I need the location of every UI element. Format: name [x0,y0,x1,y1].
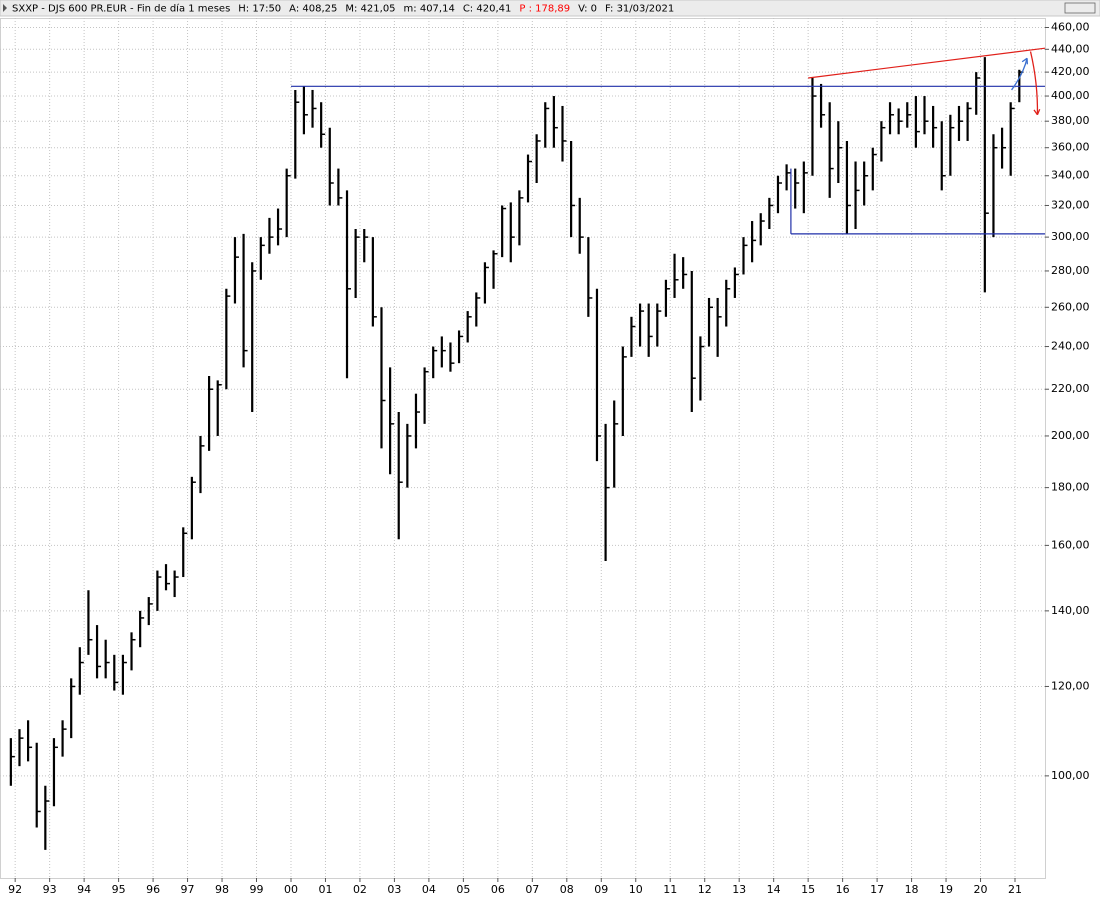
arrow-head [1033,108,1041,116]
x-tick-label: 96 [146,883,160,896]
y-tick-label: 380,00 [1051,114,1090,127]
y-tick-label: 180,00 [1051,481,1090,494]
arrow-head [1021,57,1028,65]
y-tick-label: 420,00 [1051,65,1090,78]
y-tick-label: 300,00 [1051,230,1090,243]
x-tick-label: 20 [974,883,988,896]
y-tick-label: 400,00 [1051,89,1090,102]
x-tick-label: 11 [663,883,677,896]
x-tick-label: 04 [422,883,436,896]
header-bar [0,0,1100,17]
x-tick-label: 07 [525,883,539,896]
y-tick-label: 240,00 [1051,340,1090,353]
x-tick-label: 92 [8,883,22,896]
header-item: H: 17:50 [238,4,281,15]
x-tick-label: 94 [77,883,91,896]
y-tick-label: 200,00 [1051,429,1090,442]
x-tick-label: 15 [801,883,815,896]
y-tick-label: 280,00 [1051,264,1090,277]
y-tick-label: 460,00 [1051,21,1090,34]
x-tick-label: 00 [284,883,298,896]
y-tick-label: 140,00 [1051,604,1090,617]
window-buttons[interactable] [1064,2,1096,14]
header-marker [3,4,7,12]
x-tick-label: 21 [1008,883,1022,896]
y-tick-label: 220,00 [1051,382,1090,395]
y-tick-label: 340,00 [1051,169,1090,182]
header-item: SXXP - DJS 600 PR.EUR - Fin de día 1 mes… [12,3,230,15]
x-tick-label: 99 [250,883,264,896]
x-tick-label: 05 [456,883,470,896]
header-item: M: 421,05 [345,4,395,15]
x-tick-label: 01 [318,883,332,896]
x-tick-label: 14 [767,883,781,896]
x-tick-label: 10 [629,883,643,896]
x-tick-label: 18 [905,883,919,896]
y-tick-label: 260,00 [1051,300,1090,313]
x-tick-label: 13 [732,883,746,896]
y-tick-label: 120,00 [1051,679,1090,692]
arrow [1029,51,1039,115]
x-tick-label: 08 [560,883,574,896]
y-tick-label: 360,00 [1051,141,1090,154]
header-item: F: 31/03/2021 [605,4,674,15]
x-tick-label: 97 [181,883,195,896]
x-tick-label: 95 [112,883,126,896]
x-tick-label: 16 [836,883,850,896]
header-item: m: 407,14 [404,4,455,15]
x-tick-label: 98 [215,883,229,896]
arrow [1011,58,1028,91]
x-tick-label: 09 [594,883,608,896]
x-tick-label: 93 [43,883,57,896]
header: SXXP - DJS 600 PR.EUR - Fin de día 1 mes… [3,3,674,15]
y-tick-label: 320,00 [1051,198,1090,211]
header-item: A: 408,25 [289,4,337,15]
x-tick-label: 03 [387,883,401,896]
header-item: C: 420,41 [463,4,512,15]
header-item: V: 0 [578,4,597,15]
plot-frame [0,18,1046,879]
x-tick-label: 19 [939,883,953,896]
x-tick-label: 17 [870,883,884,896]
y-tick-label: 440,00 [1051,42,1090,55]
x-tick-label: 06 [491,883,505,896]
y-tick-label: 160,00 [1051,538,1090,551]
y-tick-label: 100,00 [1051,769,1090,782]
header-item: P : 178,89 [519,4,570,15]
x-tick-label: 02 [353,883,367,896]
trend-line [808,47,1046,79]
x-tick-label: 12 [698,883,712,896]
